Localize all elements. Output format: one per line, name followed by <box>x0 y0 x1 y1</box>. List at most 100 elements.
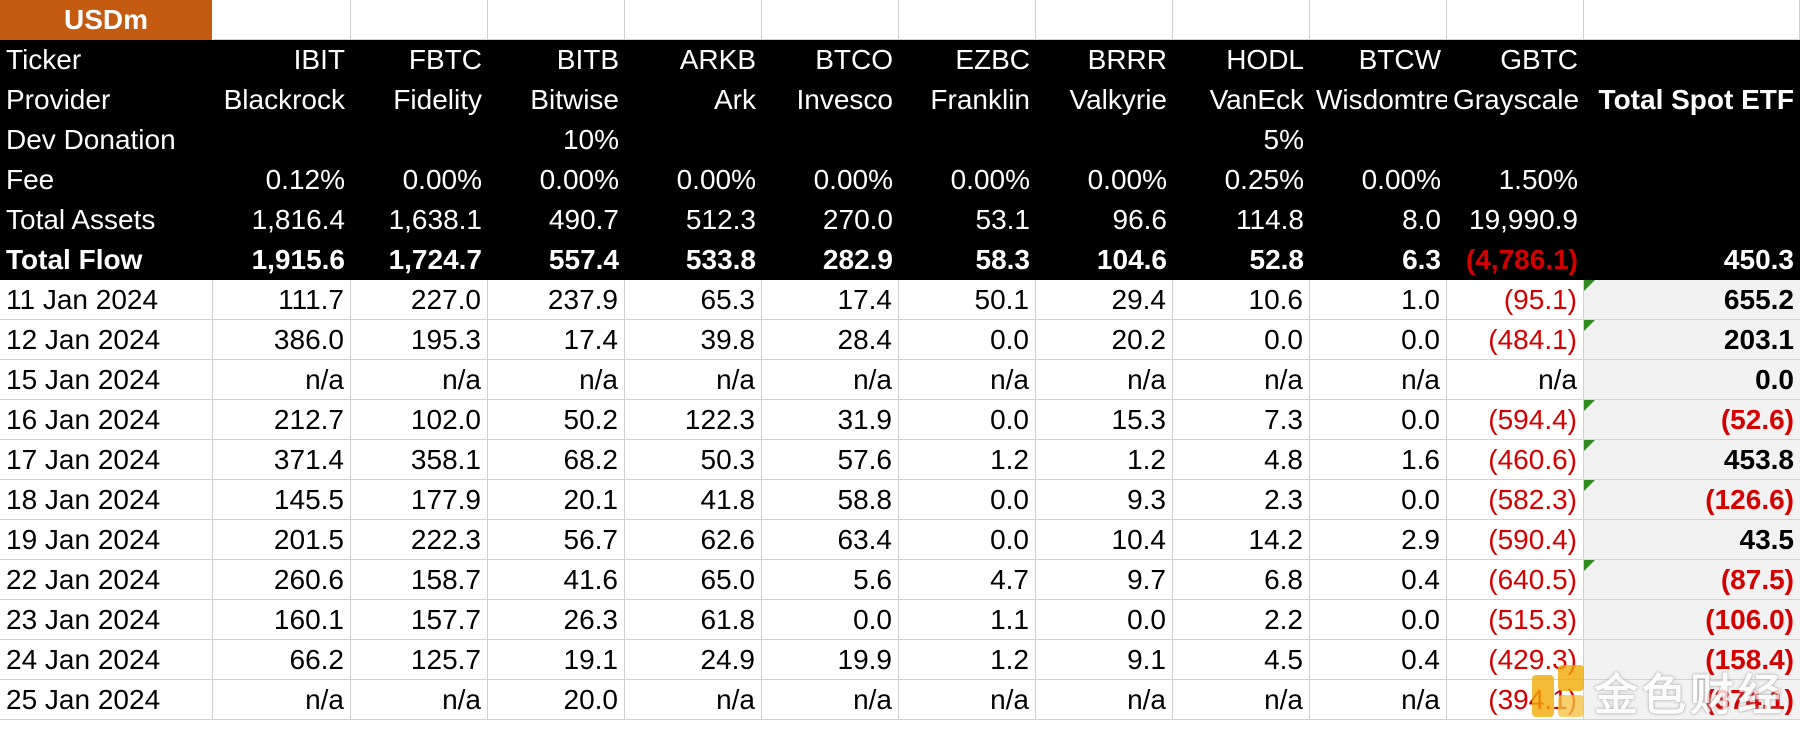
empty-header-cell[interactable] <box>1584 40 1800 80</box>
header-fee-ibit[interactable]: 0.12% <box>213 160 351 200</box>
header-total-flow-fbtc[interactable]: 1,724.7 <box>351 240 488 280</box>
flow-cell-fbtc[interactable]: 177.9 <box>351 480 488 520</box>
flow-cell-hodl[interactable]: n/a <box>1173 680 1310 720</box>
flow-cell-brrr[interactable]: 0.0 <box>1036 600 1173 640</box>
row-date[interactable]: 23 Jan 2024 <box>0 600 213 640</box>
flow-cell-ibit[interactable]: 145.5 <box>213 480 351 520</box>
flow-cell-hodl[interactable]: 0.0 <box>1173 320 1310 360</box>
flow-cell-gbtc[interactable]: (484.1) <box>1447 320 1584 360</box>
empty-cell[interactable] <box>351 0 488 40</box>
flow-cell-arkb[interactable]: 24.9 <box>625 640 762 680</box>
flow-cell-fbtc[interactable]: 358.1 <box>351 440 488 480</box>
flow-cell-btco[interactable]: 31.9 <box>762 400 899 440</box>
flow-cell-btco[interactable]: 19.9 <box>762 640 899 680</box>
header-provider-ibit[interactable]: Blackrock <box>213 80 351 120</box>
empty-cell[interactable] <box>1173 0 1310 40</box>
flow-cell-arkb[interactable]: n/a <box>625 680 762 720</box>
flow-cell-btco[interactable]: n/a <box>762 360 899 400</box>
flow-cell-ezbc[interactable]: 1.2 <box>899 440 1036 480</box>
flow-cell-gbtc[interactable]: (640.5) <box>1447 560 1584 600</box>
flow-cell-arkb[interactable]: n/a <box>625 360 762 400</box>
header-total-assets-bitb[interactable]: 490.7 <box>488 200 625 240</box>
row-label-provider[interactable]: Provider <box>0 80 213 120</box>
header-total-assets-hodl[interactable]: 114.8 <box>1173 200 1310 240</box>
header-total-assets-arkb[interactable]: 512.3 <box>625 200 762 240</box>
header-total-assets-btco[interactable]: 270.0 <box>762 200 899 240</box>
header-ticker-fbtc[interactable]: FBTC <box>351 40 488 80</box>
flow-cell-arkb[interactable]: 65.3 <box>625 280 762 320</box>
header-total-flow-ezbc[interactable]: 58.3 <box>899 240 1036 280</box>
flow-cell-btco[interactable]: 63.4 <box>762 520 899 560</box>
flow-cell-fbtc[interactable]: 195.3 <box>351 320 488 360</box>
flow-cell-brrr[interactable]: 15.3 <box>1036 400 1173 440</box>
flow-cell-brrr[interactable]: n/a <box>1036 680 1173 720</box>
flow-cell-bitb[interactable]: 68.2 <box>488 440 625 480</box>
flow-cell-arkb[interactable]: 50.3 <box>625 440 762 480</box>
row-date[interactable]: 22 Jan 2024 <box>0 560 213 600</box>
flow-cell-ibit[interactable]: n/a <box>213 360 351 400</box>
row-date[interactable]: 17 Jan 2024 <box>0 440 213 480</box>
row-label-total-flow[interactable]: Total Flow <box>0 240 213 280</box>
header-dev-donation-btcw[interactable] <box>1310 120 1447 160</box>
flow-cell-btco[interactable]: n/a <box>762 680 899 720</box>
flow-cell-bitb[interactable]: n/a <box>488 360 625 400</box>
header-fee-arkb[interactable]: 0.00% <box>625 160 762 200</box>
header-provider-brrr[interactable]: Valkyrie <box>1036 80 1173 120</box>
flow-cell-arkb[interactable]: 41.8 <box>625 480 762 520</box>
flow-cell-ezbc[interactable]: n/a <box>899 360 1036 400</box>
flow-cell-gbtc[interactable]: (594.4) <box>1447 400 1584 440</box>
flow-cell-btco[interactable]: 57.6 <box>762 440 899 480</box>
row-total-flow[interactable]: (126.6) <box>1584 480 1800 520</box>
header-fee-btcw[interactable]: 0.00% <box>1310 160 1447 200</box>
empty-cell[interactable] <box>762 0 899 40</box>
flow-cell-gbtc[interactable]: (460.6) <box>1447 440 1584 480</box>
flow-cell-fbtc[interactable]: 227.0 <box>351 280 488 320</box>
flow-cell-btcw[interactable]: n/a <box>1310 360 1447 400</box>
flow-cell-btcw[interactable]: 0.4 <box>1310 560 1447 600</box>
flow-cell-btcw[interactable]: 0.0 <box>1310 400 1447 440</box>
empty-cell[interactable] <box>488 0 625 40</box>
flow-cell-btco[interactable]: 5.6 <box>762 560 899 600</box>
flow-cell-hodl[interactable]: 2.3 <box>1173 480 1310 520</box>
header-total-flow-btcw[interactable]: 6.3 <box>1310 240 1447 280</box>
row-date[interactable]: 24 Jan 2024 <box>0 640 213 680</box>
header-fee-gbtc[interactable]: 1.50% <box>1447 160 1584 200</box>
header-fee-btco[interactable]: 0.00% <box>762 160 899 200</box>
flow-cell-hodl[interactable]: 7.3 <box>1173 400 1310 440</box>
header-ticker-hodl[interactable]: HODL <box>1173 40 1310 80</box>
flow-cell-ibit[interactable]: 260.6 <box>213 560 351 600</box>
header-total-assets-btcw[interactable]: 8.0 <box>1310 200 1447 240</box>
header-provider-btco[interactable]: Invesco <box>762 80 899 120</box>
header-total-flow-arkb[interactable]: 533.8 <box>625 240 762 280</box>
flow-cell-arkb[interactable]: 122.3 <box>625 400 762 440</box>
flow-cell-ibit[interactable]: 66.2 <box>213 640 351 680</box>
row-label-dev-donation[interactable]: Dev Donation <box>0 120 213 160</box>
flow-cell-brrr[interactable]: n/a <box>1036 360 1173 400</box>
row-total-flow[interactable]: 0.0 <box>1584 360 1800 400</box>
flow-cell-btco[interactable]: 17.4 <box>762 280 899 320</box>
flow-cell-ibit[interactable]: n/a <box>213 680 351 720</box>
row-total-flow[interactable]: 203.1 <box>1584 320 1800 360</box>
header-dev-donation-ibit[interactable] <box>213 120 351 160</box>
header-fee-ezbc[interactable]: 0.00% <box>899 160 1036 200</box>
header-dev-donation-brrr[interactable] <box>1036 120 1173 160</box>
flow-cell-brrr[interactable]: 10.4 <box>1036 520 1173 560</box>
flow-cell-ibit[interactable]: 386.0 <box>213 320 351 360</box>
header-provider-btcw[interactable]: Wisdomtree <box>1310 80 1447 120</box>
flow-cell-btco[interactable]: 58.8 <box>762 480 899 520</box>
flow-cell-hodl[interactable]: n/a <box>1173 360 1310 400</box>
header-total-assets-gbtc[interactable]: 19,990.9 <box>1447 200 1584 240</box>
flow-cell-ezbc[interactable]: 1.1 <box>899 600 1036 640</box>
flow-cell-brrr[interactable]: 1.2 <box>1036 440 1173 480</box>
flow-cell-gbtc[interactable]: n/a <box>1447 360 1584 400</box>
header-provider-fbtc[interactable]: Fidelity <box>351 80 488 120</box>
row-total-flow[interactable]: (87.5) <box>1584 560 1800 600</box>
flow-cell-ezbc[interactable]: 4.7 <box>899 560 1036 600</box>
flow-cell-ezbc[interactable]: 0.0 <box>899 320 1036 360</box>
header-provider-ezbc[interactable]: Franklin <box>899 80 1036 120</box>
empty-header-cell[interactable] <box>1584 200 1800 240</box>
flow-cell-arkb[interactable]: 61.8 <box>625 600 762 640</box>
header-dev-donation-bitb[interactable]: 10% <box>488 120 625 160</box>
flow-cell-ibit[interactable]: 212.7 <box>213 400 351 440</box>
flow-cell-bitb[interactable]: 19.1 <box>488 640 625 680</box>
